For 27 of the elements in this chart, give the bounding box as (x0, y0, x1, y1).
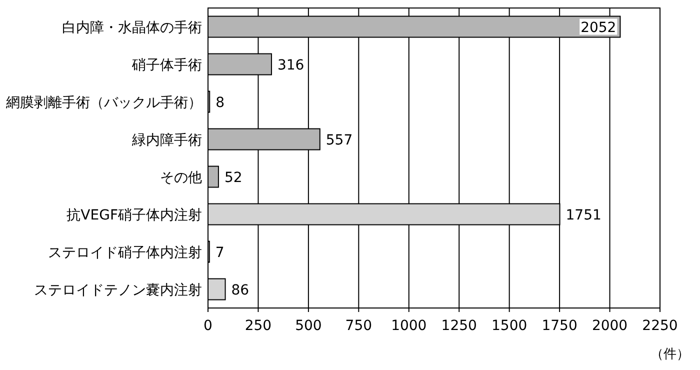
x-tick-label: 0 (204, 318, 212, 334)
x-tick-label: 250 (244, 318, 272, 334)
x-tick-label: 1500 (492, 318, 528, 334)
y-tick-label: 緑内障手術 (131, 132, 202, 148)
y-tick-label: 白内障・水晶体の手術 (62, 20, 202, 36)
x-axis-title: （件） (650, 347, 690, 362)
data-label: 8 (216, 94, 225, 111)
data-label: 557 (326, 132, 353, 148)
x-tick-label: 750 (345, 318, 372, 334)
data-label: 1751 (566, 207, 602, 224)
x-tick-label: 2250 (642, 318, 678, 334)
x-tick-label: 500 (295, 318, 322, 334)
data-label: 316 (277, 57, 304, 74)
y-tick-label: 網膜剥離手術（バックル手術） (5, 94, 202, 111)
data-label: 52 (224, 170, 242, 186)
x-tick-label: 1250 (441, 318, 477, 334)
y-tick-label: ステロイドテノン嚢内注射 (34, 282, 202, 298)
y-tick-label: ステロイド硝子体内注射 (48, 244, 202, 261)
data-label: 7 (215, 244, 224, 261)
x-tick-label: 2000 (592, 318, 628, 334)
x-tick-label: 1750 (542, 318, 578, 334)
data-label: 2052 (580, 20, 616, 36)
y-tick-label: その他 (160, 170, 202, 186)
y-tick-label: 抗VEGF硝子体内注射 (66, 207, 202, 224)
y-tick-label: 硝子体手術 (131, 57, 202, 74)
x-tick-label: 1000 (391, 318, 427, 334)
data-label: 86 (231, 282, 250, 298)
